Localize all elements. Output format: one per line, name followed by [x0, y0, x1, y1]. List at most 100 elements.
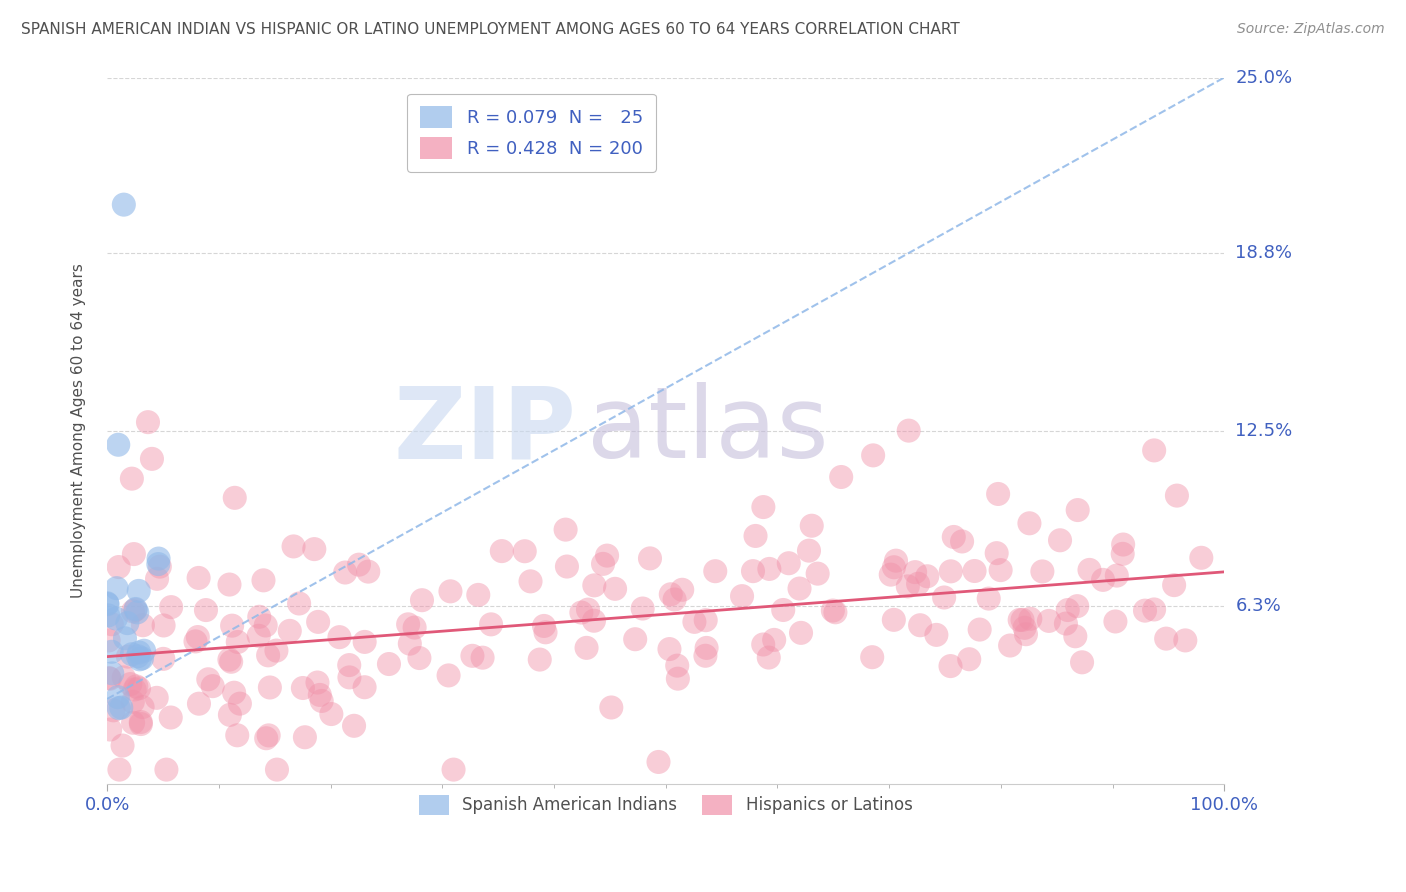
Point: [291, 681, 314, 695]
Point: [107, 690, 129, 705]
Point: [107, 701, 129, 715]
Y-axis label: Unemployment Among Ages 60 to 64 years: Unemployment Among Ages 60 to 64 years: [72, 263, 86, 598]
Point: [121, 695, 143, 709]
Point: [266, 643, 288, 657]
Point: [187, 571, 209, 585]
Point: [353, 680, 375, 694]
Point: [1112, 537, 1135, 551]
Point: [101, 617, 124, 632]
Point: [1015, 627, 1038, 641]
Point: [117, 616, 139, 631]
Point: [479, 617, 502, 632]
Point: [939, 659, 962, 673]
Point: [98, 671, 121, 685]
Point: [247, 629, 270, 643]
Point: [96, 596, 118, 610]
Point: [149, 559, 172, 574]
Point: [219, 707, 242, 722]
Text: atlas: atlas: [588, 382, 830, 479]
Point: [884, 554, 907, 568]
Point: [942, 530, 965, 544]
Point: [321, 707, 343, 722]
Point: [790, 625, 813, 640]
Point: [990, 563, 1012, 577]
Point: [907, 576, 929, 591]
Point: [1189, 550, 1212, 565]
Point: [218, 577, 240, 591]
Point: [987, 487, 1010, 501]
Point: [624, 632, 647, 647]
Point: [934, 591, 956, 605]
Point: [194, 603, 217, 617]
Point: [152, 618, 174, 632]
Point: [821, 603, 844, 617]
Point: [1133, 604, 1156, 618]
Point: [131, 700, 153, 714]
Point: [1143, 602, 1166, 616]
Point: [1049, 533, 1071, 548]
Point: [347, 558, 370, 572]
Point: [105, 581, 128, 595]
Point: [575, 640, 598, 655]
Point: [127, 649, 149, 664]
Point: [554, 523, 576, 537]
Point: [772, 603, 794, 617]
Point: [337, 658, 360, 673]
Point: [108, 763, 131, 777]
Point: [353, 635, 375, 649]
Point: [148, 551, 170, 566]
Point: [98, 672, 121, 686]
Point: [647, 755, 669, 769]
Point: [763, 632, 786, 647]
Point: [569, 606, 592, 620]
Point: [807, 566, 830, 581]
Point: [117, 649, 139, 664]
Point: [443, 763, 465, 777]
Point: [343, 719, 366, 733]
Point: [860, 650, 883, 665]
Point: [1071, 656, 1094, 670]
Point: [752, 500, 775, 514]
Point: [308, 688, 330, 702]
Point: [112, 197, 135, 211]
Point: [797, 543, 820, 558]
Point: [1105, 568, 1128, 582]
Point: [666, 672, 689, 686]
Point: [830, 470, 852, 484]
Point: [411, 593, 433, 607]
Point: [141, 451, 163, 466]
Point: [121, 472, 143, 486]
Point: [534, 625, 557, 640]
Point: [378, 657, 401, 671]
Point: [304, 542, 326, 557]
Point: [121, 647, 143, 661]
Point: [1014, 621, 1036, 635]
Point: [131, 651, 153, 665]
Point: [880, 567, 903, 582]
Point: [124, 682, 146, 697]
Point: [187, 630, 209, 644]
Point: [226, 728, 249, 742]
Point: [219, 655, 242, 669]
Point: [339, 670, 361, 684]
Point: [1019, 612, 1042, 626]
Point: [513, 544, 536, 558]
Point: [257, 728, 280, 742]
Point: [596, 549, 619, 563]
Point: [529, 652, 551, 666]
Point: [1031, 565, 1053, 579]
Point: [122, 547, 145, 561]
Point: [97, 633, 120, 648]
Point: [404, 621, 426, 635]
Point: [758, 562, 780, 576]
Point: [97, 597, 120, 611]
Point: [148, 557, 170, 571]
Point: [1166, 489, 1188, 503]
Point: [107, 438, 129, 452]
Point: [128, 681, 150, 696]
Point: [969, 623, 991, 637]
Point: [1078, 563, 1101, 577]
Point: [155, 763, 177, 777]
Point: [127, 606, 149, 620]
Point: [307, 675, 329, 690]
